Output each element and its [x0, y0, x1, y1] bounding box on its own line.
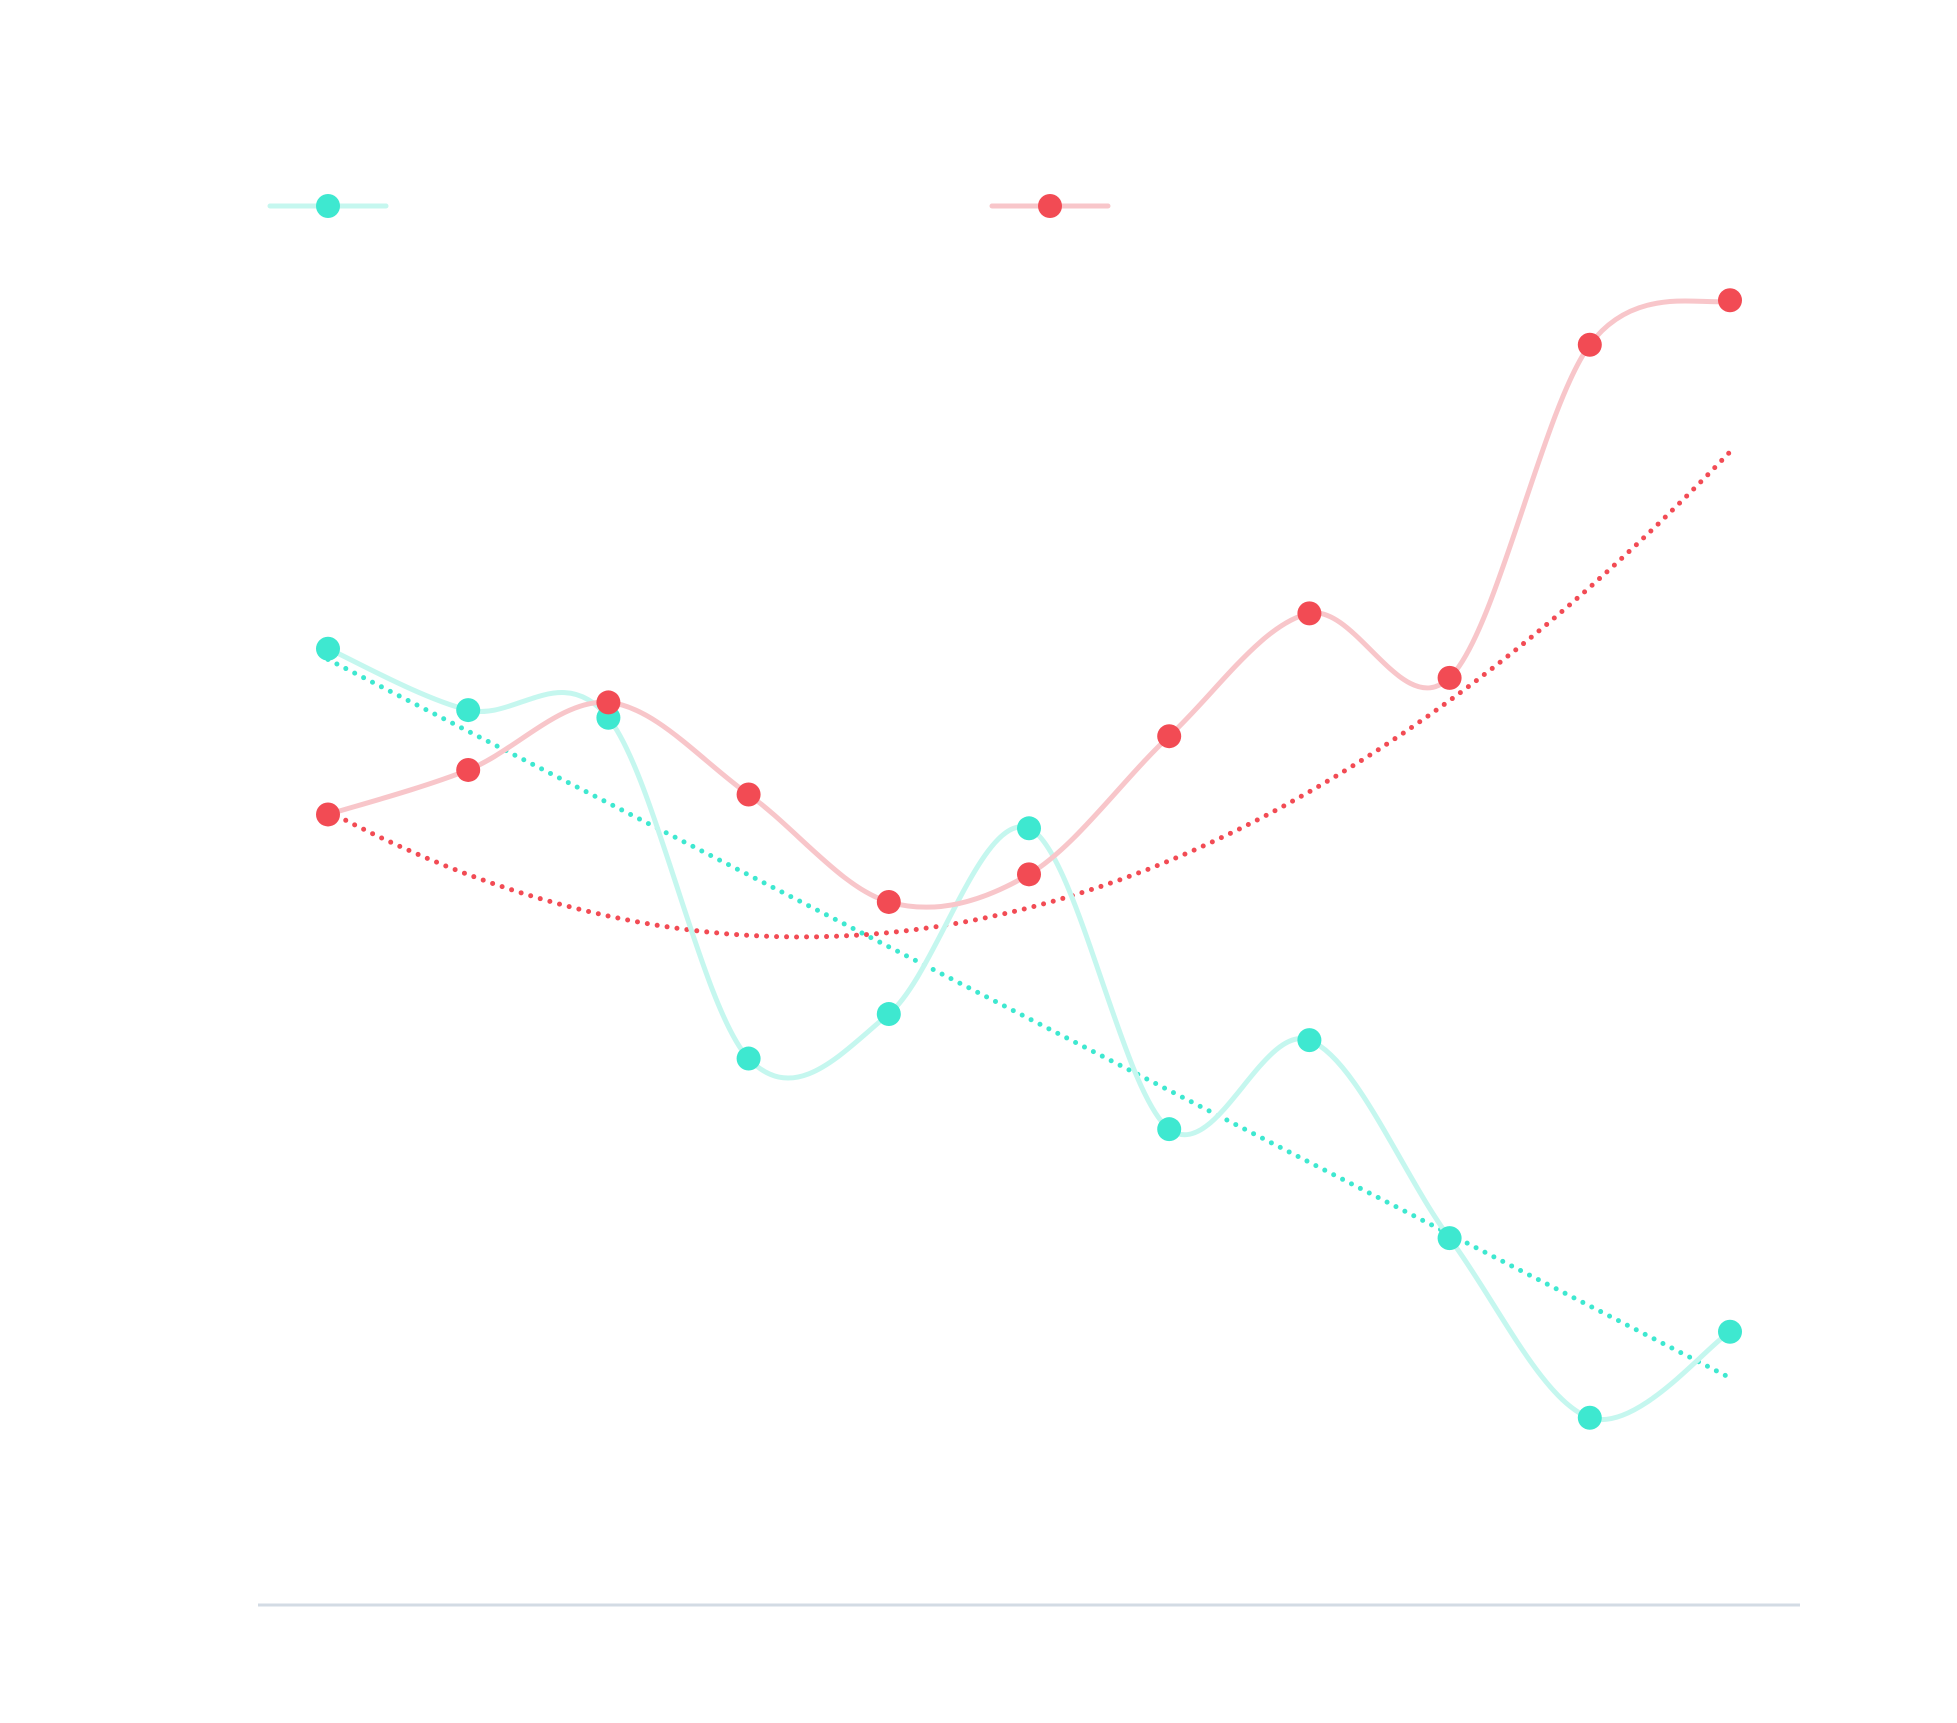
- legend-item-series-1: [267, 194, 389, 218]
- series-2-point-10: [1577, 332, 1602, 357]
- series-1-line: [325, 646, 1733, 1423]
- series-2-line: [325, 297, 1733, 910]
- trend-lines: [325, 449, 1733, 1381]
- series-2-point-9: [1437, 665, 1462, 690]
- series-1-point-8: [1297, 1028, 1322, 1053]
- data-points: [316, 288, 1742, 1430]
- series-1-point-2: [456, 698, 481, 723]
- series-2-point-1: [316, 802, 340, 827]
- legend-swatch-dot-1: [316, 194, 340, 218]
- series-2-point-2: [456, 757, 481, 782]
- series-1-point-7: [1157, 1117, 1182, 1142]
- series-2-point-5: [876, 889, 901, 914]
- series-1-trend-line: [325, 656, 1733, 1381]
- series-2-point-11: [1718, 288, 1742, 313]
- legend-swatch-dot-2: [1038, 194, 1062, 218]
- legend-item-series-2: [989, 194, 1111, 218]
- series-1-point-10: [1577, 1405, 1602, 1430]
- series-2-point-6: [1017, 862, 1041, 887]
- series-2-trend-line: [325, 449, 1733, 940]
- series-1-point-4: [736, 1046, 761, 1071]
- series-1-point-9: [1437, 1226, 1462, 1251]
- series-2-point-7: [1157, 724, 1182, 749]
- series-lines: [325, 297, 1733, 1423]
- series-2-point-3: [596, 690, 621, 715]
- series-1-point-5: [876, 1002, 901, 1027]
- legend: [267, 194, 1111, 218]
- series-2-point-4: [736, 782, 761, 807]
- series-1-point-6: [1017, 816, 1041, 841]
- series-1-point-11: [1718, 1319, 1742, 1344]
- series-2-point-8: [1297, 601, 1322, 626]
- series-1-point-1: [316, 636, 340, 661]
